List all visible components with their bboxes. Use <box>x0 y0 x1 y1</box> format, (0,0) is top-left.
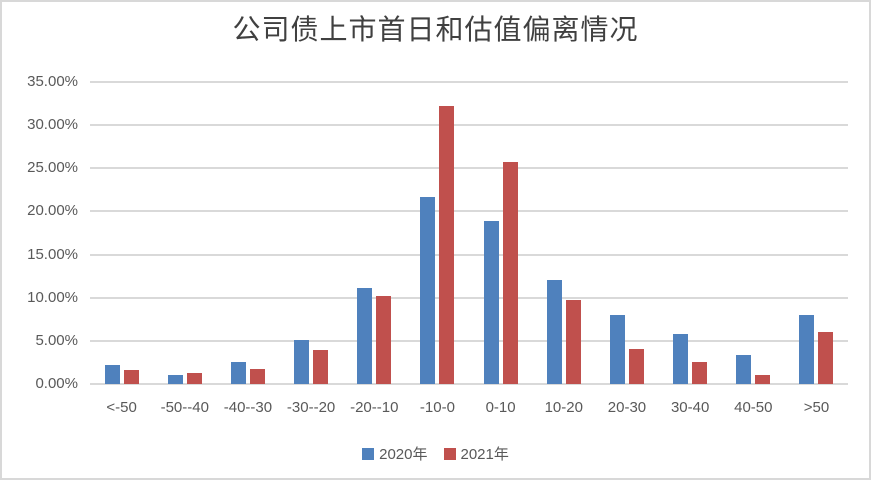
bar-2020年 <box>546 279 562 384</box>
gridline <box>90 210 848 213</box>
bar-2021年 <box>439 106 455 384</box>
x-tick-label: 0-10 <box>485 399 516 416</box>
x-tick-label: -40--30 <box>223 399 273 416</box>
y-tick-label: 10.00% <box>27 288 78 306</box>
bar-2020年 <box>799 314 815 384</box>
legend-item-2021年: 2021年 <box>443 443 509 464</box>
bar-2020年 <box>357 288 373 384</box>
bar-2020年 <box>104 365 120 384</box>
plot-area <box>90 81 848 385</box>
bar-group <box>659 82 722 384</box>
y-tick-label: 5.00% <box>35 331 78 349</box>
bar-group <box>532 82 595 384</box>
bar-2021年 <box>565 300 581 384</box>
gridline <box>90 253 848 256</box>
x-tick-label: <-50 <box>106 399 137 416</box>
bar-group <box>595 82 658 384</box>
bar-group <box>343 82 406 384</box>
bar-2021年 <box>186 372 202 384</box>
bar-2020年 <box>167 375 183 384</box>
y-tick-label: 0.00% <box>35 375 78 392</box>
y-tick-label: 15.00% <box>27 245 78 263</box>
bar-2020年 <box>609 314 625 384</box>
x-tick-label: 40-50 <box>734 399 773 416</box>
gridline <box>90 383 848 385</box>
bar-groups <box>90 82 848 384</box>
bar-2021年 <box>755 374 771 384</box>
bar-2021年 <box>313 350 329 384</box>
bar-2021年 <box>123 370 139 384</box>
bar-group <box>280 82 343 384</box>
bar-group <box>216 82 279 384</box>
bar-group <box>469 82 532 384</box>
bar-2021年 <box>628 348 644 384</box>
bar-group <box>785 82 848 384</box>
legend-label: 2021年 <box>460 446 509 463</box>
bar-2020年 <box>483 220 499 384</box>
x-axis: <-50 -50--40 -40--30 -30--20 -20--10 -10-0 0-1… <box>90 399 848 416</box>
bar-2021年 <box>692 361 708 384</box>
bar-group <box>722 82 785 384</box>
x-tick-label: -50--40 <box>160 399 209 416</box>
bar-2021年 <box>818 332 834 384</box>
bar-2020年 <box>230 361 246 384</box>
chart-title: 公司债上市首日和估值偏离情况 <box>232 15 639 46</box>
x-tick-label: 30-40 <box>670 399 710 416</box>
bar-2021年 <box>376 296 392 384</box>
legend-swatch-icon <box>362 447 375 460</box>
bar-2020年 <box>294 340 310 384</box>
legend-item-2020年: 2020年 <box>362 443 428 464</box>
x-tick-label: >50 <box>803 399 830 416</box>
y-tick-label: 35.00% <box>27 73 78 90</box>
bar-2020年 <box>736 354 752 384</box>
x-tick-label: 20-30 <box>607 399 647 416</box>
x-tick-label: -30--20 <box>286 399 336 416</box>
gridline <box>90 339 848 342</box>
bar-2021年 <box>502 162 518 384</box>
gridline <box>90 81 848 83</box>
x-tick-label: 10-20 <box>544 399 583 416</box>
y-tick-label: 20.00% <box>27 202 78 220</box>
bar-2021年 <box>249 369 265 384</box>
legend: 2020年 2021年 <box>2 443 869 464</box>
gridline <box>90 296 848 299</box>
bar-group <box>406 82 469 384</box>
bar-2020年 <box>673 333 689 384</box>
x-tick-label: -10-0 <box>419 399 455 416</box>
x-tick-label: -20--10 <box>350 399 399 416</box>
legend-label: 2020年 <box>379 446 428 463</box>
bar-2020年 <box>420 196 436 384</box>
gridline <box>90 124 848 127</box>
bar-group <box>153 82 216 384</box>
y-tick-label: 25.00% <box>27 159 78 177</box>
legend-swatch-icon <box>443 447 456 460</box>
y-tick-label: 30.00% <box>27 116 78 134</box>
bar-group <box>90 82 153 384</box>
gridline <box>90 167 848 170</box>
